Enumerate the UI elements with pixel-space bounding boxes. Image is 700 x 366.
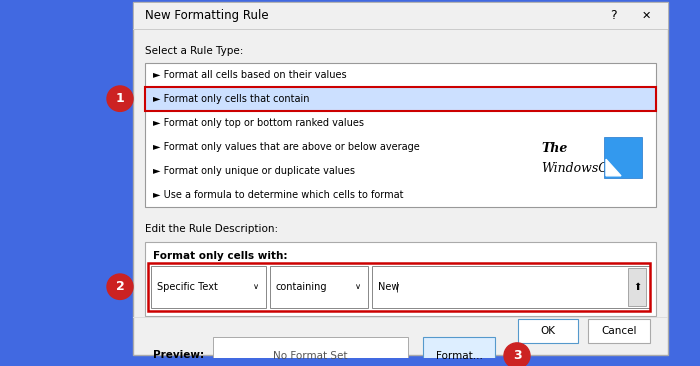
Text: OK: OK [540,326,556,336]
Bar [423,337,495,366]
Text: Specific Text: Specific Text [157,282,218,292]
Circle shape [107,86,133,111]
Text: ► Format all cells based on their values: ► Format all cells based on their values [153,70,346,79]
Text: Format...: Format... [435,351,482,361]
Bar [213,337,408,366]
Text: 3: 3 [512,349,522,362]
Polygon shape [606,159,621,176]
Bar [133,29,668,30]
Text: Cancel: Cancel [601,326,637,336]
Text: ► Format only unique or duplicate values: ► Format only unique or duplicate values [153,166,355,176]
Bar [148,263,650,311]
Text: |: | [396,281,399,292]
Text: Format only cells with:: Format only cells with: [153,251,288,261]
Text: ✕: ✕ [641,11,651,20]
Text: ► Format only values that are above or below average: ► Format only values that are above or b… [153,142,420,152]
Bar [133,317,668,318]
Text: containing: containing [276,282,328,292]
Text: No Format Set: No Format Set [273,351,348,361]
Text: ⬆: ⬆ [633,282,641,292]
Text: 1: 1 [116,92,125,105]
Bar [151,266,266,308]
Circle shape [504,343,530,366]
Text: Edit the Rule Description:: Edit the Rule Description: [145,224,278,234]
Text: The: The [541,142,568,155]
Bar [372,266,650,308]
Bar [133,2,668,29]
Text: ► Use a formula to determine which cells to format: ► Use a formula to determine which cells… [153,190,403,200]
Bar [604,137,642,178]
Text: ∨: ∨ [355,282,361,291]
Text: Preview:: Preview: [153,350,204,360]
Bar [145,87,656,111]
Text: New Formatting Rule: New Formatting Rule [145,9,269,22]
Circle shape [107,274,133,299]
Bar [628,268,646,306]
Bar [145,242,656,315]
Bar [588,320,650,343]
Text: ?: ? [610,9,616,22]
Text: ∨: ∨ [253,282,259,291]
Bar [145,63,656,207]
Text: Select a Rule Type:: Select a Rule Type: [145,46,244,56]
Text: ► Format only top or bottom ranked values: ► Format only top or bottom ranked value… [153,118,364,128]
Bar [133,2,668,355]
Text: New: New [378,282,400,292]
Bar [270,266,368,308]
Text: ► Format only cells that contain: ► Format only cells that contain [153,94,309,104]
Text: WindowsClub: WindowsClub [541,161,628,175]
Text: 2: 2 [116,280,125,293]
Bar [518,320,578,343]
